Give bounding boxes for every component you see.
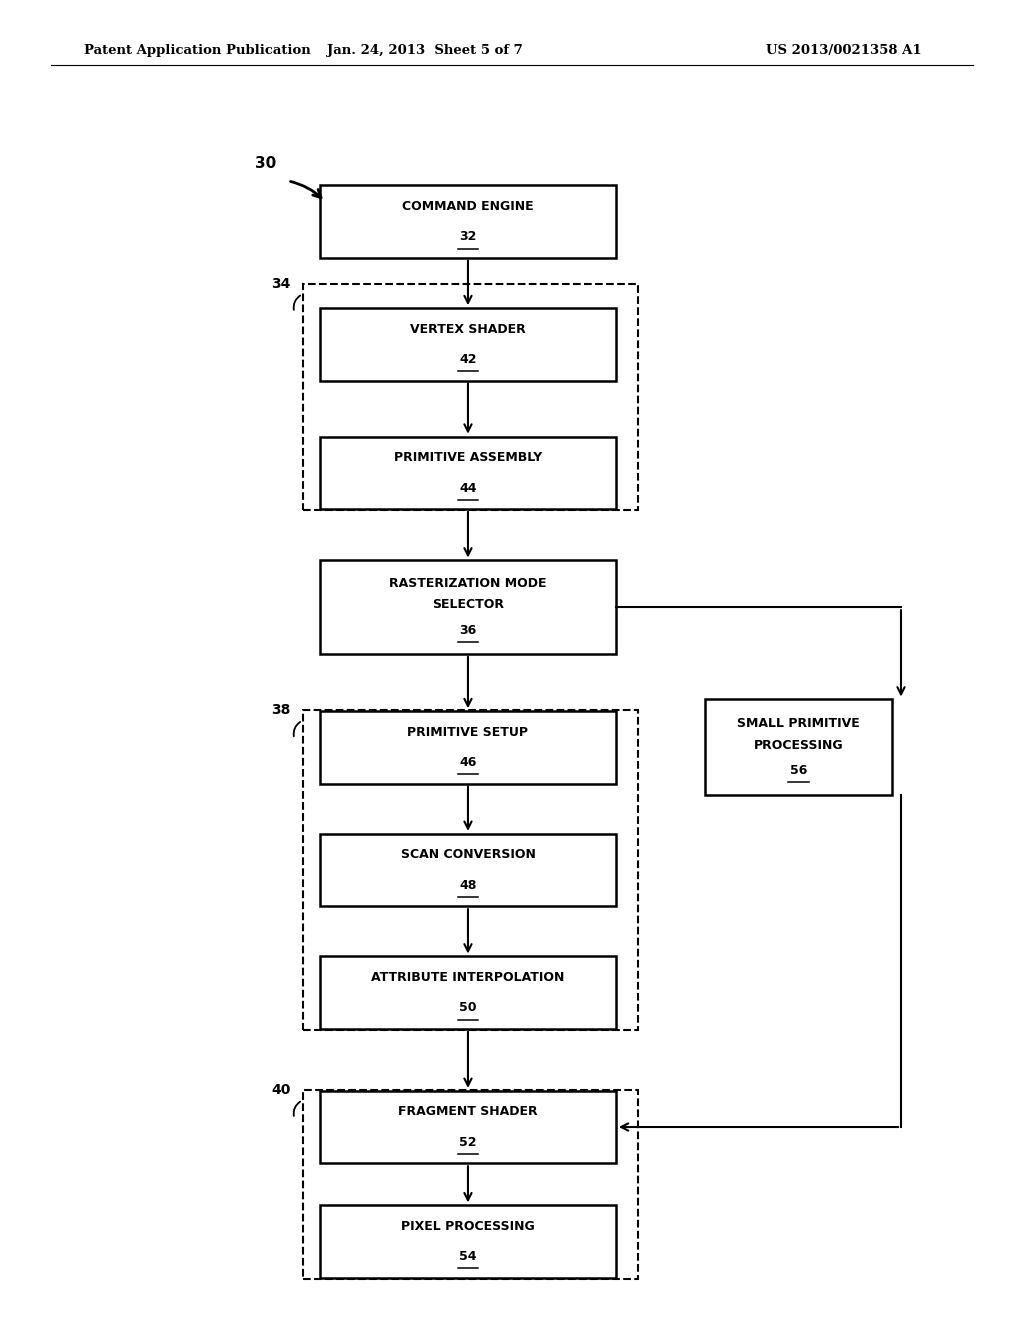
Bar — [303, 284, 638, 511]
Bar — [319, 957, 615, 1028]
Text: 54: 54 — [459, 1250, 477, 1263]
Bar — [319, 308, 615, 380]
Text: 38: 38 — [271, 704, 291, 717]
Text: 34: 34 — [271, 277, 291, 290]
Text: Patent Application Publication: Patent Application Publication — [84, 44, 310, 57]
Text: PRIMITIVE SETUP: PRIMITIVE SETUP — [408, 726, 528, 739]
Text: SMALL PRIMITIVE: SMALL PRIMITIVE — [737, 718, 860, 730]
Text: 50: 50 — [459, 1002, 477, 1014]
Bar — [303, 1089, 638, 1279]
Bar — [303, 710, 638, 1030]
Text: PRIMITIVE ASSEMBLY: PRIMITIVE ASSEMBLY — [394, 451, 542, 465]
Text: 30: 30 — [255, 156, 276, 170]
Text: RASTERIZATION MODE: RASTERIZATION MODE — [389, 577, 547, 590]
Text: PROCESSING: PROCESSING — [754, 738, 844, 751]
Bar — [706, 700, 892, 795]
Text: 56: 56 — [791, 764, 807, 777]
Text: US 2013/0021358 A1: US 2013/0021358 A1 — [766, 44, 922, 57]
Bar — [319, 185, 615, 257]
Text: 52: 52 — [459, 1135, 477, 1148]
Bar — [319, 1205, 615, 1278]
Bar — [319, 834, 615, 907]
Text: 42: 42 — [459, 352, 477, 366]
Text: Jan. 24, 2013  Sheet 5 of 7: Jan. 24, 2013 Sheet 5 of 7 — [327, 44, 523, 57]
Text: 32: 32 — [460, 231, 476, 243]
Text: ATTRIBUTE INTERPOLATION: ATTRIBUTE INTERPOLATION — [372, 972, 564, 983]
Text: 44: 44 — [459, 482, 477, 495]
Bar — [319, 711, 615, 784]
Text: 36: 36 — [460, 624, 476, 638]
Text: PIXEL PROCESSING: PIXEL PROCESSING — [401, 1220, 535, 1233]
Text: 46: 46 — [460, 756, 476, 770]
Text: 48: 48 — [460, 879, 476, 892]
Text: COMMAND ENGINE: COMMAND ENGINE — [402, 199, 534, 213]
Bar — [319, 561, 615, 653]
Text: FRAGMENT SHADER: FRAGMENT SHADER — [398, 1105, 538, 1118]
Bar — [319, 437, 615, 510]
Text: 40: 40 — [271, 1082, 291, 1097]
Bar — [319, 1090, 615, 1163]
Text: SELECTOR: SELECTOR — [432, 598, 504, 611]
Text: VERTEX SHADER: VERTEX SHADER — [410, 322, 526, 335]
Text: SCAN CONVERSION: SCAN CONVERSION — [400, 849, 536, 862]
